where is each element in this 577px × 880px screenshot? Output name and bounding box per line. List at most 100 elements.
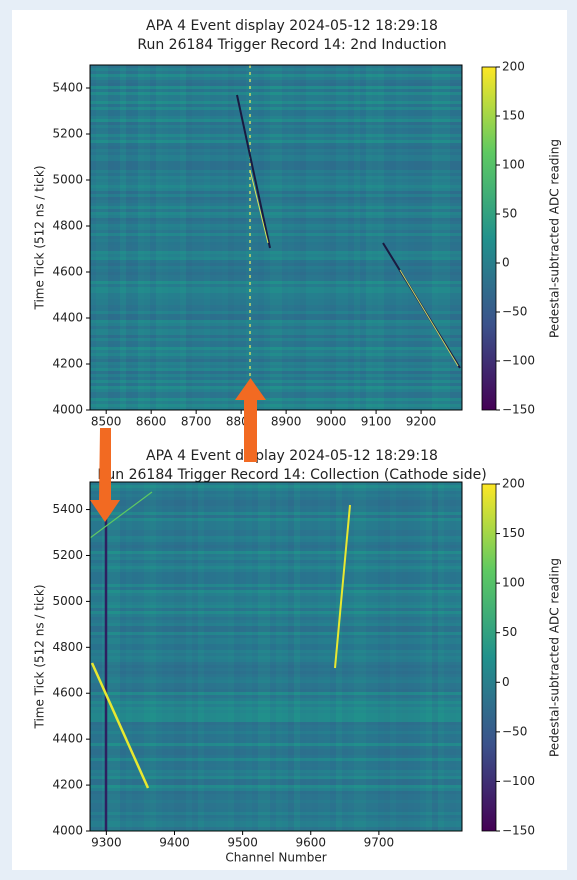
noise-row: [90, 380, 462, 383]
noise-row: [90, 329, 462, 332]
noise-row: [90, 551, 462, 554]
colorbar-tick-label: 150: [502, 109, 525, 123]
noise-col: [156, 482, 162, 831]
noise-col: [336, 65, 342, 410]
noise-col: [450, 482, 456, 831]
noise-col: [414, 65, 420, 410]
noise-col: [330, 65, 336, 410]
x-tick-label: 9400: [159, 836, 190, 850]
noise-row: [90, 698, 462, 701]
noise-row: [90, 827, 462, 830]
noise-col: [228, 482, 234, 831]
noise-row: [90, 407, 462, 410]
noise-col: [210, 65, 216, 410]
noise-row: [90, 257, 462, 260]
noise-col: [108, 482, 114, 831]
noise-row: [90, 383, 462, 386]
noise-row: [90, 539, 462, 542]
noise-col: [294, 65, 300, 410]
noise-row: [90, 353, 462, 356]
noise-row: [90, 203, 462, 206]
noise-col: [192, 65, 198, 410]
chart-title: APA 4 Event display 2024-05-12 18:29:18: [146, 448, 438, 464]
noise-row: [90, 389, 462, 392]
noise-row: [90, 530, 462, 533]
noise-row: [90, 647, 462, 650]
noise-row: [90, 536, 462, 539]
noise-row: [90, 272, 462, 275]
noise-row: [90, 815, 462, 818]
noise-row: [90, 269, 462, 272]
noise-col: [396, 65, 402, 410]
noise-col: [108, 65, 114, 410]
noise-col: [90, 65, 96, 410]
noise-row: [90, 512, 462, 515]
noise-col: [330, 482, 336, 831]
noise-row: [90, 101, 462, 104]
noise-row: [90, 593, 462, 596]
chart-subtitle: Run 26184 Trigger Record 14: Collection …: [97, 467, 486, 483]
noise-row: [90, 554, 462, 557]
noise-row: [90, 281, 462, 284]
noise-row: [90, 572, 462, 575]
noise-col: [204, 482, 210, 831]
noise-row: [90, 788, 462, 791]
noise-col: [234, 482, 240, 831]
colorbar-tick-label: 200: [502, 60, 525, 74]
noise-row: [90, 581, 462, 584]
noise-row: [90, 566, 462, 569]
noise-row: [90, 596, 462, 599]
noise-col: [366, 65, 372, 410]
noise-row: [90, 728, 462, 731]
noise-row: [90, 716, 462, 719]
noise-row: [90, 167, 462, 170]
noise-row: [90, 317, 462, 320]
noise-col: [126, 65, 132, 410]
noise-row: [90, 506, 462, 509]
noise-col: [156, 65, 162, 410]
noise-row: [90, 128, 462, 131]
noise-row: [90, 635, 462, 638]
noise-row: [90, 320, 462, 323]
noise-row: [90, 80, 462, 83]
noise-row: [90, 722, 462, 725]
noise-row: [90, 668, 462, 671]
y-tick-label: 4000: [52, 403, 83, 417]
noise-row: [90, 377, 462, 380]
noise-row: [90, 302, 462, 305]
noise-row: [90, 611, 462, 614]
noise-row: [90, 170, 462, 173]
noise-row: [90, 83, 462, 86]
noise-row: [90, 89, 462, 92]
noise-col: [312, 482, 318, 831]
noise-col: [96, 482, 102, 831]
noise-row: [90, 812, 462, 815]
noise-row: [90, 695, 462, 698]
noise-col: [126, 482, 132, 831]
noise-col: [372, 65, 378, 410]
noise-col: [192, 482, 198, 831]
y-tick-label: 5000: [52, 173, 83, 187]
colorbar-tick-label: 50: [502, 207, 517, 221]
noise-col: [354, 65, 360, 410]
noise-row: [90, 779, 462, 782]
noise-row: [90, 263, 462, 266]
noise-row: [90, 734, 462, 737]
noise-row: [90, 707, 462, 710]
noise-row: [90, 548, 462, 551]
noise-row: [90, 164, 462, 167]
noise-row: [90, 146, 462, 149]
noise-col: [252, 482, 258, 831]
noise-row: [90, 662, 462, 665]
noise-row: [90, 266, 462, 269]
noise-row: [90, 740, 462, 743]
x-tick-label: 9700: [364, 836, 395, 850]
noise-col: [276, 482, 282, 831]
noise-row: [90, 239, 462, 242]
noise-row: [90, 656, 462, 659]
y-tick-label: 5000: [52, 594, 83, 608]
noise-row: [90, 644, 462, 647]
noise-row: [90, 143, 462, 146]
x-tick-label: 8600: [136, 415, 167, 429]
